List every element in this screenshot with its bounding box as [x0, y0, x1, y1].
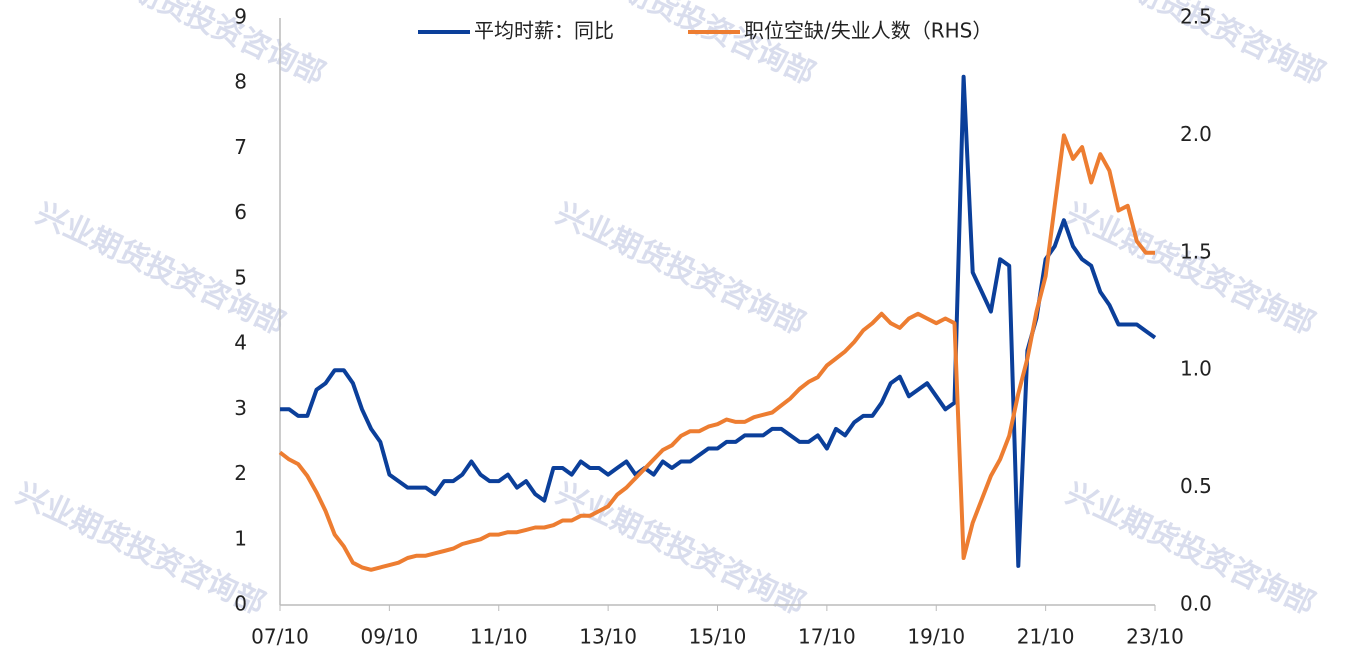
- y2-tick-label: 2.5: [1180, 5, 1212, 29]
- x-tick-label: 23/10: [1126, 625, 1184, 649]
- y-tick-label: 2: [234, 461, 247, 485]
- watermark: 兴业期货投资咨询部: [551, 476, 810, 622]
- series-line: [280, 74, 1157, 568]
- y2-tick-label: 2.0: [1180, 122, 1212, 146]
- watermark: 兴业期货投资咨询部: [1061, 196, 1320, 342]
- y2-tick-label: 0.5: [1180, 474, 1212, 498]
- x-tick-label: 21/10: [1017, 625, 1075, 649]
- y2-tick-label: 1.5: [1180, 239, 1212, 263]
- x-tick-label: 09/10: [361, 625, 419, 649]
- x-tick-label: 13/10: [579, 625, 637, 649]
- watermark: 兴业期货投资咨询部: [31, 196, 290, 342]
- y-tick-label: 8: [234, 70, 247, 94]
- x-tick-label: 11/10: [470, 625, 528, 649]
- y-tick-label: 6: [234, 200, 247, 224]
- watermark: 兴业期货投资咨询部: [551, 196, 810, 342]
- watermark: 兴业期货投资咨询部: [71, 0, 330, 92]
- y-tick-label: 1: [234, 526, 247, 550]
- y2-tick-label: 0.0: [1180, 592, 1212, 616]
- x-tick-label: 07/10: [251, 625, 309, 649]
- watermark: 兴业期货投资咨询部: [561, 0, 820, 92]
- y-tick-label: 9: [234, 5, 247, 29]
- x-tick-label: 15/10: [689, 625, 747, 649]
- legend-label: 平均时薪：同比: [474, 19, 614, 43]
- y2-tick-label: 1.0: [1180, 357, 1212, 381]
- y-tick-label: 4: [234, 331, 247, 355]
- y-tick-label: 5: [234, 265, 247, 289]
- y-tick-label: 7: [234, 135, 247, 159]
- x-tick-label: 19/10: [907, 625, 965, 649]
- y-tick-label: 0: [234, 592, 247, 616]
- watermark: 兴业期货投资咨询部: [11, 476, 270, 622]
- legend-label: 职位空缺/失业人数（RHS）: [744, 19, 992, 43]
- x-tick-label: 17/10: [798, 625, 856, 649]
- y-tick-label: 3: [234, 396, 247, 420]
- series-line: [278, 133, 1155, 572]
